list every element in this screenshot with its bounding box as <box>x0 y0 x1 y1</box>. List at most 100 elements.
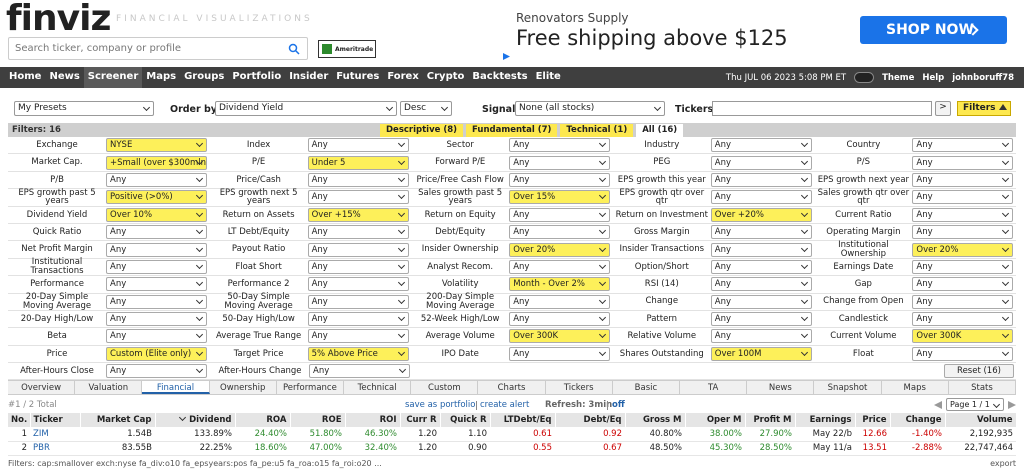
column-header[interactable]: Gross M <box>625 413 686 427</box>
filter-select[interactable]: Any <box>106 277 207 292</box>
next-page[interactable] <box>1008 401 1016 409</box>
export-link[interactable]: export <box>990 459 1016 468</box>
theme-toggle[interactable] <box>854 72 875 83</box>
column-header[interactable]: Oper M <box>685 413 746 427</box>
filter-select[interactable]: Any <box>710 155 812 170</box>
column-header[interactable]: Market Cap <box>80 413 156 427</box>
column-label[interactable]: Dividend <box>180 415 231 425</box>
filter-select[interactable]: Any <box>710 312 812 327</box>
ad-headline[interactable]: Free shipping above $125 <box>516 26 788 50</box>
filter-select[interactable]: Any <box>710 172 812 187</box>
filter-select[interactable]: Over 300K <box>509 329 611 344</box>
go-button[interactable]: > <box>935 101 951 116</box>
create-alert[interactable]: create alert <box>480 400 530 410</box>
filter-select[interactable]: Over 100M <box>710 346 812 361</box>
filter-select[interactable]: Any <box>710 329 812 344</box>
view-tab[interactable]: Technical <box>344 381 412 394</box>
help-link[interactable]: Help <box>922 72 945 83</box>
view-tab[interactable]: Overview <box>8 381 76 394</box>
column-label[interactable]: Volume <box>976 415 1013 425</box>
filter-select[interactable]: Any <box>106 312 207 327</box>
column-label[interactable]: Oper M <box>706 415 742 425</box>
column-label[interactable]: ROE <box>321 415 342 425</box>
column-label[interactable]: Gross M <box>642 415 682 425</box>
filter-select[interactable]: Any <box>912 259 1014 274</box>
view-tab[interactable]: Performance <box>277 381 345 394</box>
view-tab[interactable]: TA <box>680 381 748 394</box>
filter-select[interactable]: Any <box>307 294 409 309</box>
column-label[interactable]: Debt/Eq <box>583 415 622 425</box>
filter-select[interactable]: Any <box>307 190 409 205</box>
filter-select[interactable]: Any <box>912 312 1014 327</box>
filter-select[interactable]: Any <box>912 346 1014 361</box>
filter-select[interactable]: Any <box>710 138 812 153</box>
filter-select[interactable]: Any <box>710 259 812 274</box>
filter-select[interactable]: Any <box>307 225 409 240</box>
column-header[interactable]: Price <box>855 413 891 427</box>
page-select[interactable]: Page 1 / 1 <box>946 398 1004 411</box>
filter-select[interactable]: Any <box>106 225 207 240</box>
view-tab[interactable]: Stats <box>949 381 1017 394</box>
filter-select[interactable]: Over 15% <box>509 190 611 205</box>
filter-select[interactable]: Any <box>106 294 207 309</box>
column-label[interactable]: LTDebt/Eq <box>503 415 552 425</box>
signal-select[interactable]: None (all stocks) <box>515 101 665 116</box>
view-tab[interactable]: Valuation <box>75 381 143 394</box>
filter-select[interactable]: Any <box>509 346 611 361</box>
nav-item[interactable]: Portfolio <box>232 71 282 82</box>
prev-page[interactable] <box>934 401 942 409</box>
nav-item[interactable]: Backtests <box>472 71 528 82</box>
nav-item[interactable]: Crypto <box>426 71 465 82</box>
column-header[interactable]: ROE <box>290 413 346 427</box>
column-header[interactable]: LTDebt/Eq <box>490 413 556 427</box>
view-tab[interactable]: Snapshot <box>814 381 882 394</box>
filter-select[interactable]: Any <box>509 138 611 153</box>
ad-icon[interactable] <box>502 52 511 61</box>
filter-select[interactable]: Over 300K <box>912 329 1014 344</box>
view-tab[interactable]: Tickers <box>546 381 613 394</box>
filter-select[interactable]: Any <box>509 259 611 274</box>
filter-select[interactable]: Any <box>509 294 611 309</box>
save-portfolio[interactable]: save as portfolio <box>405 400 476 410</box>
column-header[interactable]: Change <box>890 413 946 427</box>
filter-select[interactable]: Any <box>912 277 1014 292</box>
filter-select[interactable]: Any <box>912 207 1014 222</box>
column-header[interactable]: Curr R <box>400 413 441 427</box>
filter-select[interactable]: Any <box>106 259 207 274</box>
column-label[interactable]: Quick R <box>450 415 487 425</box>
nav-item[interactable]: Maps <box>146 71 177 82</box>
column-header[interactable]: Volume <box>945 413 1017 427</box>
reset-button[interactable]: Reset (16) <box>944 364 1014 379</box>
column-label[interactable]: Ticker <box>33 415 63 425</box>
view-tab[interactable]: Custom <box>411 381 479 394</box>
search-box[interactable]: Search ticker, company or profile <box>8 37 308 60</box>
ticker-link[interactable]: ZIM <box>33 428 49 439</box>
view-tab[interactable]: Ownership <box>210 381 277 394</box>
filter-select[interactable]: Any <box>912 138 1014 153</box>
search-icon[interactable] <box>288 43 300 55</box>
filter-select[interactable]: Any <box>106 329 207 344</box>
filter-select[interactable]: 5% Above Price <box>307 346 409 361</box>
column-label[interactable]: Earnings <box>809 415 852 425</box>
sponsor-badge[interactable]: Ameritrade <box>318 40 376 58</box>
view-tab[interactable]: Basic <box>613 381 681 394</box>
column-label[interactable]: Market Cap <box>96 415 152 425</box>
column-header[interactable]: No. <box>8 413 31 427</box>
ticker-link[interactable]: PBR <box>33 443 50 453</box>
column-label[interactable]: No. <box>11 415 28 425</box>
filter-select[interactable]: Any <box>509 155 611 170</box>
column-label[interactable]: Change <box>905 415 942 425</box>
refresh-off[interactable]: off <box>612 400 625 410</box>
column-header[interactable]: Quick R <box>440 413 491 427</box>
column-label[interactable]: ROA <box>266 415 287 425</box>
filter-select[interactable]: Any <box>710 225 812 240</box>
filter-select[interactable]: Over 20% <box>509 242 611 257</box>
filter-select[interactable]: Any <box>912 172 1014 187</box>
filter-select[interactable]: Over 10% <box>106 207 207 222</box>
filter-select[interactable]: Any <box>710 190 812 205</box>
filters-button-label[interactable]: Filters <box>963 103 996 113</box>
user-link[interactable]: johnboruff78 <box>952 72 1014 83</box>
filter-select[interactable]: Any <box>509 172 611 187</box>
filter-select[interactable]: Over +15% <box>307 207 409 222</box>
filter-select[interactable]: Any <box>106 172 207 187</box>
